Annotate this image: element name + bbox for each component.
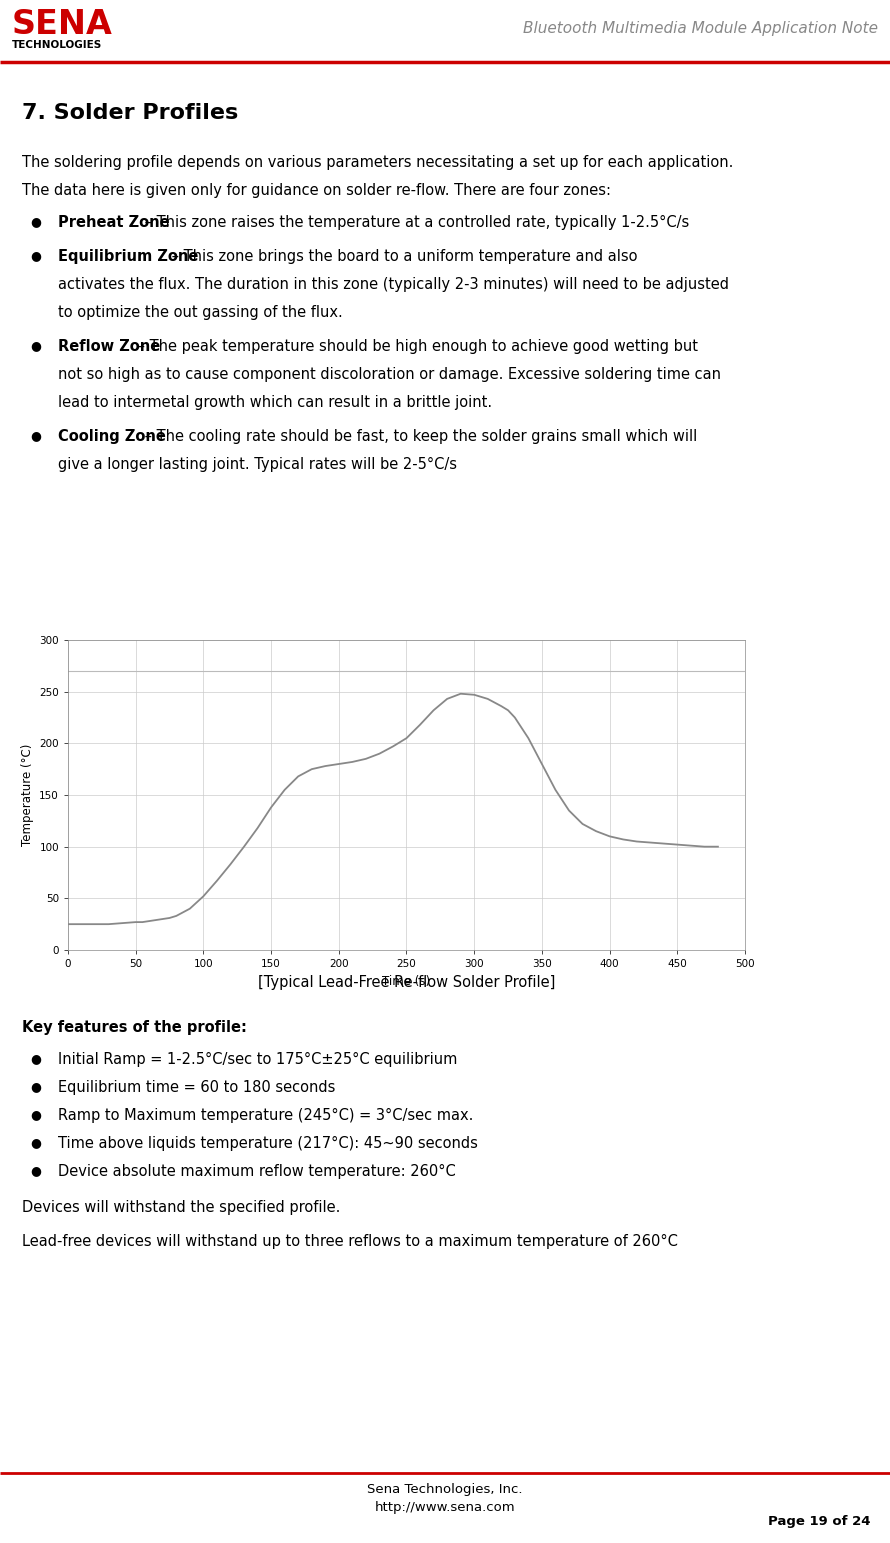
Text: ●: ● — [30, 429, 41, 441]
Text: Bluetooth Multimedia Module Application Note: Bluetooth Multimedia Module Application … — [523, 20, 878, 35]
Text: ●: ● — [30, 248, 41, 262]
Text: give a longer lasting joint. Typical rates will be 2-5°C/s: give a longer lasting joint. Typical rat… — [58, 457, 457, 472]
Text: Reflow Zone: Reflow Zone — [58, 339, 160, 353]
X-axis label: Time (s): Time (s) — [383, 975, 431, 988]
Text: ●: ● — [30, 1108, 41, 1122]
Text: to optimize the out gassing of the flux.: to optimize the out gassing of the flux. — [58, 306, 343, 319]
Text: Ramp to Maximum temperature (245°C) = 3°C/sec max.: Ramp to Maximum temperature (245°C) = 3°… — [58, 1108, 473, 1123]
Text: The soldering profile depends on various parameters necessitating a set up for e: The soldering profile depends on various… — [22, 154, 733, 170]
Text: ●: ● — [30, 1052, 41, 1065]
Text: Device absolute maximum reflow temperature: 260°C: Device absolute maximum reflow temperatu… — [58, 1163, 456, 1179]
Text: – This zone brings the board to a uniform temperature and also: – This zone brings the board to a unifor… — [166, 248, 637, 264]
Text: The data here is given only for guidance on solder re-flow. There are four zones: The data here is given only for guidance… — [22, 184, 611, 198]
Text: – This zone raises the temperature at a controlled rate, typically 1-2.5°C/s: – This zone raises the temperature at a … — [140, 214, 689, 230]
Text: ●: ● — [30, 339, 41, 352]
Text: http://www.sena.com: http://www.sena.com — [375, 1501, 515, 1514]
Text: Page 19 of 24: Page 19 of 24 — [767, 1515, 870, 1528]
Text: ●: ● — [30, 1136, 41, 1150]
Text: activates the flux. The duration in this zone (typically 2-3 minutes) will need : activates the flux. The duration in this… — [58, 278, 729, 292]
Text: Lead-free devices will withstand up to three reflows to a maximum temperature of: Lead-free devices will withstand up to t… — [22, 1234, 678, 1248]
Text: SENA: SENA — [12, 8, 113, 42]
Text: Preheat Zone: Preheat Zone — [58, 214, 170, 230]
Text: – The peak temperature should be high enough to achieve good wetting but: – The peak temperature should be high en… — [133, 339, 698, 353]
Text: 7. Solder Profiles: 7. Solder Profiles — [22, 103, 239, 123]
Text: ●: ● — [30, 1163, 41, 1177]
Text: ●: ● — [30, 1080, 41, 1092]
Text: Key features of the profile:: Key features of the profile: — [22, 1020, 247, 1035]
Text: lead to intermetal growth which can result in a brittle joint.: lead to intermetal growth which can resu… — [58, 395, 492, 410]
Text: ●: ● — [30, 214, 41, 228]
Text: Equilibrium time = 60 to 180 seconds: Equilibrium time = 60 to 180 seconds — [58, 1080, 336, 1096]
Text: Devices will withstand the specified profile.: Devices will withstand the specified pro… — [22, 1200, 340, 1214]
Y-axis label: Temperature (°C): Temperature (°C) — [20, 744, 34, 846]
Text: Equilibrium Zone: Equilibrium Zone — [58, 248, 198, 264]
Text: Sena Technologies, Inc.: Sena Technologies, Inc. — [368, 1483, 522, 1497]
Text: TECHNOLOGIES: TECHNOLOGIES — [12, 40, 102, 49]
Text: Time above liquids temperature (217°C): 45~90 seconds: Time above liquids temperature (217°C): … — [58, 1136, 478, 1151]
Text: – The cooling rate should be fast, to keep the solder grains small which will: – The cooling rate should be fast, to ke… — [140, 429, 697, 444]
Text: Cooling Zone: Cooling Zone — [58, 429, 166, 444]
Text: [Typical Lead-Free Re-flow Solder Profile]: [Typical Lead-Free Re-flow Solder Profil… — [258, 975, 555, 991]
Text: not so high as to cause component discoloration or damage. Excessive soldering t: not so high as to cause component discol… — [58, 367, 721, 383]
Text: Initial Ramp = 1-2.5°C/sec to 175°C±25°C equilibrium: Initial Ramp = 1-2.5°C/sec to 175°C±25°C… — [58, 1052, 457, 1068]
